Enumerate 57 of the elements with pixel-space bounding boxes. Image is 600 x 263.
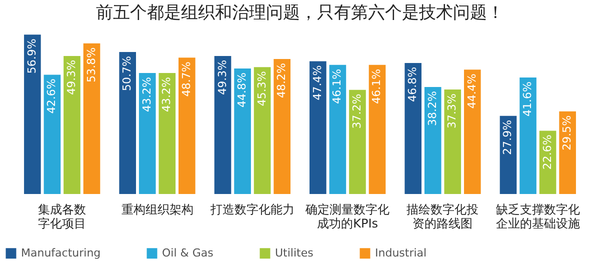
bar bbox=[138, 73, 156, 194]
data-label: 42.6% bbox=[45, 78, 58, 114]
data-label: 48.2% bbox=[275, 63, 288, 98]
data-label: 29.5% bbox=[560, 115, 574, 150]
data-label: 46.1% bbox=[330, 68, 344, 104]
x-tick-label: 重构组织架构 bbox=[121, 202, 194, 216]
x-tick-label: 打造数字化能力 bbox=[209, 202, 294, 216]
bar bbox=[444, 90, 462, 194]
data-label: 22.6% bbox=[540, 134, 554, 170]
x-tick-label: 集成各数字化项目 bbox=[38, 202, 86, 230]
x-tick-label: 确定测量数字化成功的KPIs bbox=[304, 202, 390, 230]
x-tick-label: 描绘数字化投资的路线图 bbox=[406, 202, 479, 230]
legend-label: Oil & Gas bbox=[162, 246, 214, 260]
legend-label: Manufacturing bbox=[21, 246, 101, 260]
data-label: 46.1% bbox=[370, 68, 384, 104]
legend-label: Utilites bbox=[275, 246, 314, 260]
bar bbox=[520, 78, 536, 194]
bar bbox=[24, 34, 41, 194]
data-label: 41.6% bbox=[521, 82, 534, 116]
x-tick-label: 缺乏支撑数字化企业的基础设施 bbox=[496, 202, 580, 230]
data-label: 49.3% bbox=[64, 60, 78, 95]
data-label: 27.9% bbox=[501, 120, 514, 155]
legend-label: Industrial bbox=[375, 246, 427, 260]
data-label: 48.7% bbox=[180, 62, 193, 97]
chart-title: 前五个都是组织和治理问题，只有第六个是技术问题！ bbox=[96, 3, 504, 23]
bar bbox=[214, 56, 232, 194]
data-label: 45.3% bbox=[255, 71, 268, 106]
bar bbox=[119, 52, 136, 194]
data-label: 37.3% bbox=[446, 94, 459, 129]
bar bbox=[44, 74, 61, 194]
data-label: 37.2% bbox=[350, 94, 364, 129]
bar bbox=[404, 62, 422, 194]
data-label: 49.3% bbox=[216, 60, 229, 95]
data-label: 53.8% bbox=[84, 47, 98, 82]
bar bbox=[424, 87, 442, 194]
bar bbox=[559, 111, 576, 194]
bar bbox=[178, 58, 196, 194]
data-label: 50.7% bbox=[120, 56, 134, 91]
bar bbox=[83, 43, 100, 194]
bar bbox=[234, 68, 251, 194]
bar bbox=[464, 70, 481, 194]
bar bbox=[254, 67, 271, 194]
data-label: 56.9% bbox=[25, 38, 38, 74]
data-label: 38.2% bbox=[426, 91, 439, 126]
data-label: 46.8% bbox=[406, 66, 420, 102]
bar bbox=[64, 56, 80, 194]
data-label: 44.4% bbox=[465, 74, 478, 109]
bar bbox=[329, 64, 346, 194]
bar bbox=[158, 73, 176, 194]
bar bbox=[274, 59, 290, 194]
data-label: 47.4% bbox=[310, 65, 324, 100]
data-label: 44.8% bbox=[236, 72, 249, 108]
bar bbox=[349, 90, 366, 194]
data-label: 43.2% bbox=[140, 77, 154, 112]
data-label: 43.2% bbox=[160, 77, 174, 112]
bar bbox=[368, 64, 386, 194]
bar bbox=[310, 61, 326, 194]
